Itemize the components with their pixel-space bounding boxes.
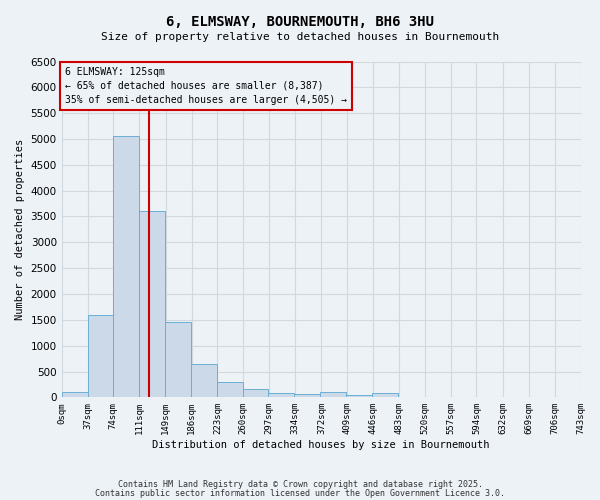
Bar xyxy=(268,393,294,398)
X-axis label: Distribution of detached houses by size in Bournemouth: Distribution of detached houses by size … xyxy=(152,440,490,450)
Bar xyxy=(242,389,268,398)
Text: 6, ELMSWAY, BOURNEMOUTH, BH6 3HU: 6, ELMSWAY, BOURNEMOUTH, BH6 3HU xyxy=(166,15,434,29)
Bar xyxy=(139,212,165,398)
Bar xyxy=(217,382,242,398)
Text: Contains public sector information licensed under the Open Government Licence 3.: Contains public sector information licen… xyxy=(95,488,505,498)
Bar xyxy=(372,394,398,398)
Text: Size of property relative to detached houses in Bournemouth: Size of property relative to detached ho… xyxy=(101,32,499,42)
Bar xyxy=(294,394,320,398)
Bar xyxy=(191,364,217,398)
Y-axis label: Number of detached properties: Number of detached properties xyxy=(15,139,25,320)
Text: Contains HM Land Registry data © Crown copyright and database right 2025.: Contains HM Land Registry data © Crown c… xyxy=(118,480,482,489)
Bar xyxy=(320,392,346,398)
Bar xyxy=(165,322,191,398)
Bar xyxy=(113,136,139,398)
Bar xyxy=(62,392,88,398)
Bar xyxy=(346,395,372,398)
Bar xyxy=(88,314,113,398)
Text: 6 ELMSWAY: 125sqm
← 65% of detached houses are smaller (8,387)
35% of semi-detac: 6 ELMSWAY: 125sqm ← 65% of detached hous… xyxy=(65,66,347,104)
